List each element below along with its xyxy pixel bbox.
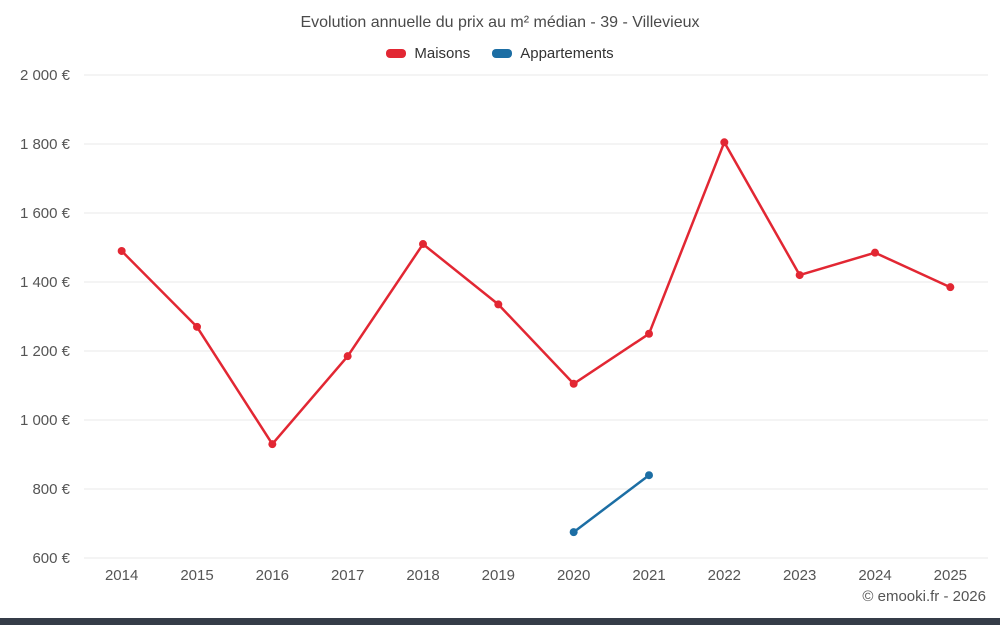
y-tick-label: 1 400 €: [20, 274, 71, 291]
y-tick-label: 800 €: [32, 481, 70, 498]
x-tick-label: 2015: [180, 567, 213, 584]
x-tick-label: 2024: [858, 567, 891, 584]
x-tick-label: 2019: [482, 567, 515, 584]
x-tick-label: 2021: [632, 567, 665, 584]
y-tick-label: 1 800 €: [20, 136, 71, 153]
x-tick-label: 2014: [105, 567, 138, 584]
data-point-maisons-2016[interactable]: [268, 440, 277, 449]
legend-label-maisons: Maisons: [414, 45, 471, 62]
x-tick-label: 2022: [708, 567, 741, 584]
data-point-maisons-2022[interactable]: [720, 138, 729, 147]
series-line-maisons: [120, 141, 952, 446]
series-line-appartements: [572, 473, 651, 534]
data-point-maisons-2020[interactable]: [569, 379, 578, 388]
legend-item-appartements[interactable]: Appartements: [492, 45, 614, 62]
chart-legend: Maisons Appartements: [0, 45, 1000, 62]
legend-item-maisons[interactable]: Maisons: [386, 45, 470, 62]
data-point-maisons-2025[interactable]: [946, 283, 955, 292]
data-point-maisons-2019[interactable]: [494, 300, 503, 309]
y-tick-label: 1 200 €: [20, 343, 71, 360]
y-tick-label: 1 000 €: [20, 412, 71, 429]
x-tick-label: 2016: [256, 567, 289, 584]
y-tick-label: 1 600 €: [20, 205, 71, 222]
data-point-appartements-2021[interactable]: [645, 471, 653, 480]
y-tick-label: 600 €: [32, 550, 70, 567]
x-tick-label: 2023: [783, 567, 816, 584]
data-point-maisons-2023[interactable]: [795, 271, 804, 280]
data-point-maisons-2021[interactable]: [645, 329, 653, 338]
data-point-maisons-2014[interactable]: [117, 246, 126, 255]
x-tick-label: 2020: [557, 567, 590, 584]
data-point-maisons-2017[interactable]: [343, 352, 352, 361]
appartements-swatch-icon: [492, 49, 513, 58]
copyright: © emooki.fr - 2026: [862, 588, 986, 605]
data-point-appartements-2020[interactable]: [569, 528, 578, 537]
x-tick-label: 2025: [934, 567, 967, 584]
data-point-maisons-2018[interactable]: [419, 240, 427, 249]
legend-label-appartements: Appartements: [520, 45, 614, 62]
x-tick-label: 2018: [406, 567, 439, 584]
chart-title: Evolution annuelle du prix au m² médian …: [300, 14, 700, 31]
data-point-maisons-2015[interactable]: [193, 322, 201, 331]
maisons-swatch-icon: [386, 49, 407, 58]
y-tick-label: 2 000 €: [20, 67, 71, 84]
x-tick-label: 2017: [331, 567, 364, 584]
data-point-maisons-2024[interactable]: [871, 248, 879, 257]
bottom-bar: [0, 618, 1000, 625]
